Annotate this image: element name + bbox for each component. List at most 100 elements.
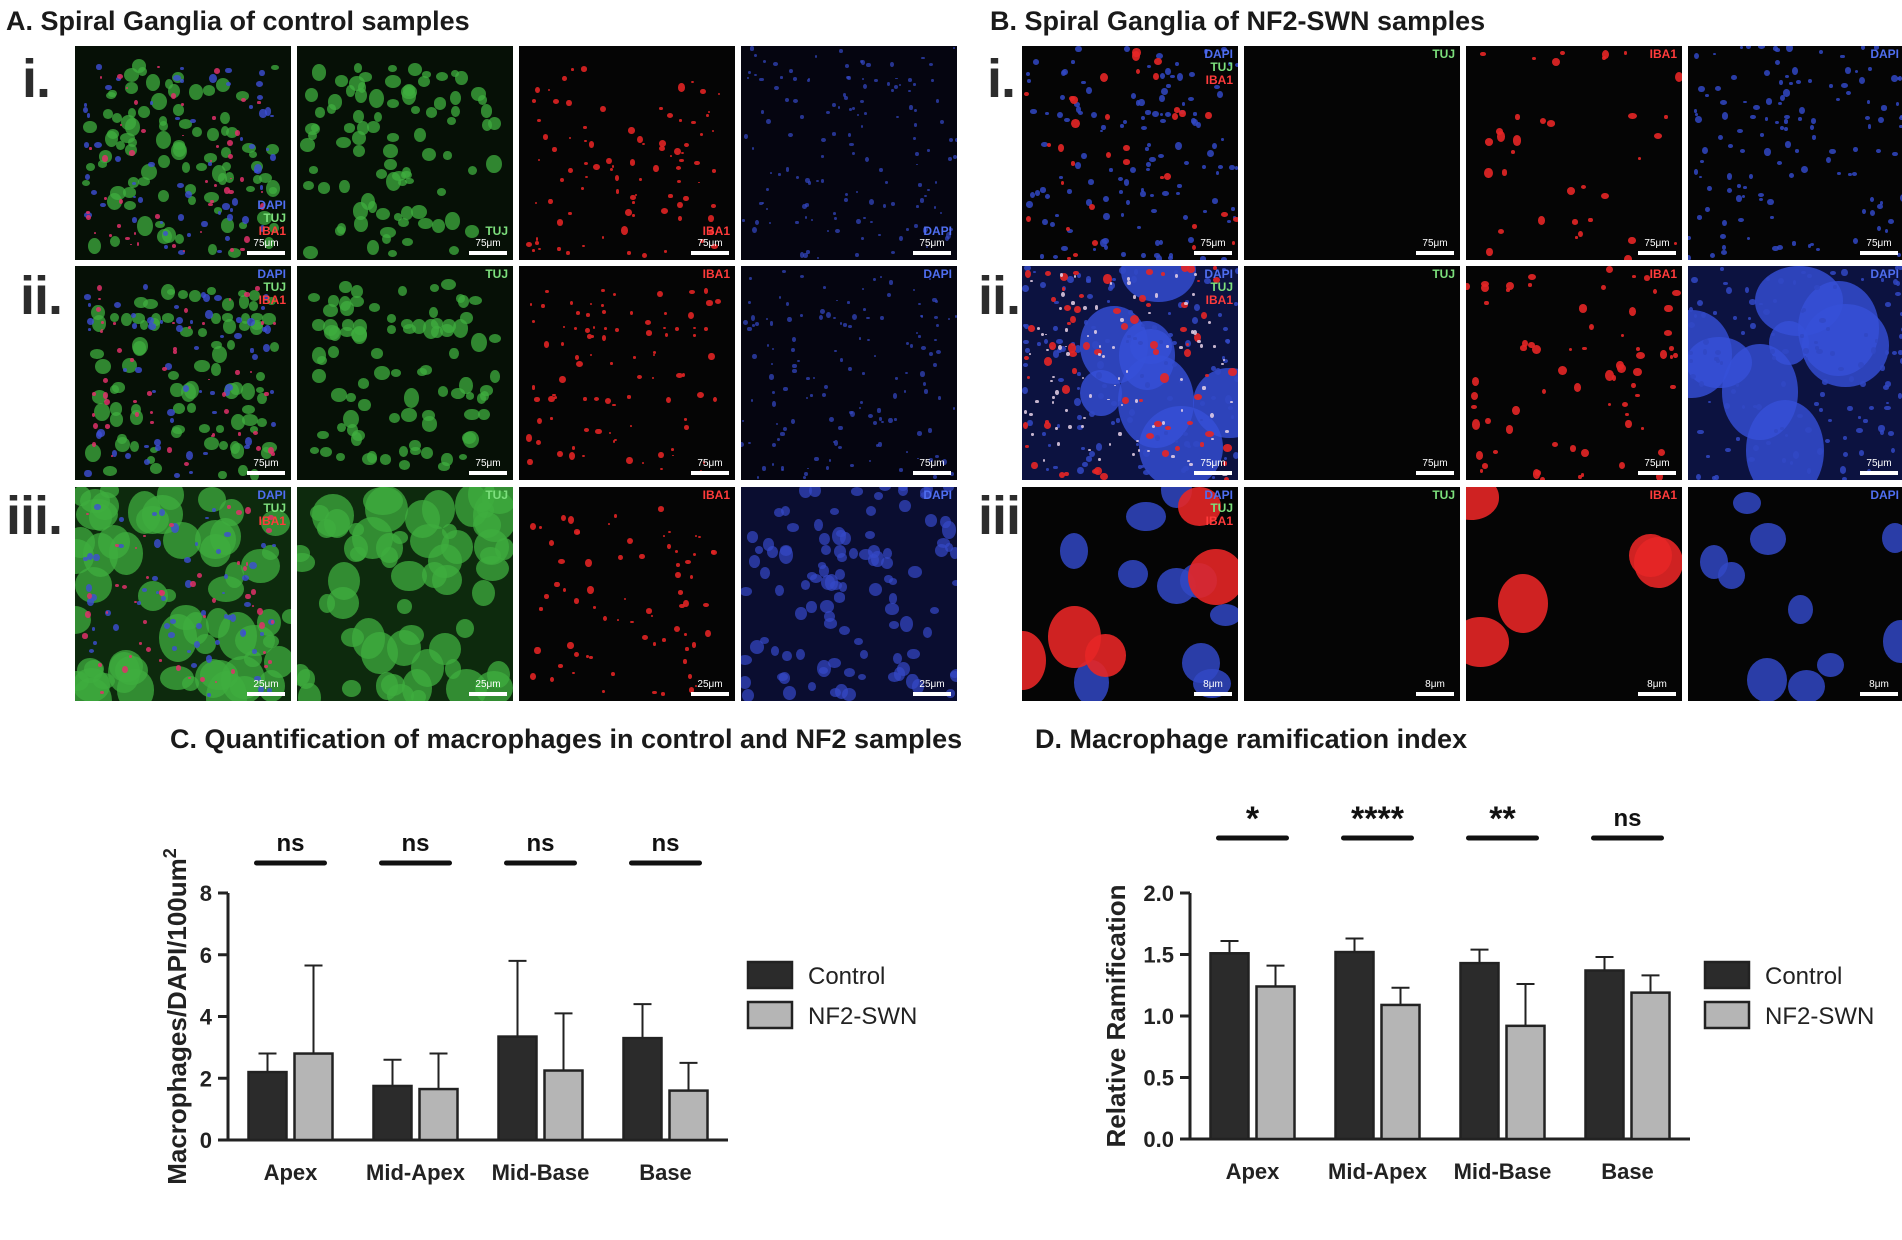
stain-blob <box>1097 353 1102 357</box>
stain-blob <box>1540 118 1547 124</box>
stain-blob <box>704 327 709 331</box>
stain-blob <box>1066 188 1072 194</box>
stain-blob <box>111 449 118 458</box>
stain-blob <box>168 370 179 381</box>
scale-bar: 75μm <box>1638 459 1676 475</box>
stain-blob <box>1222 267 1226 272</box>
stain-blob <box>789 69 794 74</box>
stain-blob <box>336 423 346 433</box>
stain-blob <box>1164 173 1172 180</box>
stain-blob <box>857 673 866 681</box>
stain-blob <box>149 410 153 414</box>
stain-blob <box>1077 425 1084 430</box>
stain-blob <box>778 296 781 299</box>
stain-blob <box>1056 423 1061 429</box>
stain-blob <box>1141 252 1146 259</box>
stain-blob <box>948 157 952 161</box>
channel-label: DAPI TUJ IBA1 <box>1204 489 1233 528</box>
stain-blob <box>866 338 870 342</box>
scale-bar-line <box>1194 471 1232 475</box>
stain-blob <box>807 681 817 692</box>
stain-blob <box>1041 218 1048 226</box>
stain-blob <box>450 388 466 399</box>
stain-blob <box>602 689 606 693</box>
stain-blob <box>110 186 127 200</box>
stain-blob <box>96 64 102 70</box>
stain-blob <box>350 284 364 299</box>
stain-blob <box>344 123 356 133</box>
channel-label: IBA1 <box>703 489 730 502</box>
scale-bar-line <box>1638 251 1676 255</box>
stain-blob <box>907 565 922 578</box>
stain-blob <box>878 442 882 447</box>
stain-blob <box>872 420 878 425</box>
stain-blob <box>607 522 611 526</box>
stain-blob <box>412 318 427 334</box>
stain-blob <box>91 391 96 397</box>
stain-blob <box>1090 111 1098 119</box>
stain-blob <box>1873 46 1880 50</box>
scale-bar: 75μm <box>1860 459 1898 475</box>
stain-blob <box>1789 81 1793 85</box>
stain-blob <box>349 523 364 536</box>
stain-blob <box>311 64 327 81</box>
stain-blob <box>743 134 749 140</box>
stain-blob <box>1088 410 1096 418</box>
stain-blob <box>615 189 620 194</box>
stain-blob <box>830 508 840 515</box>
stain-blob <box>1231 207 1235 211</box>
stain-blob <box>1024 266 1031 271</box>
stain-blob <box>705 630 711 638</box>
stain-blob <box>244 292 250 297</box>
stain-blob <box>894 377 899 381</box>
stain-blob <box>439 323 455 338</box>
scale-bar-text: 75μm <box>1644 238 1670 249</box>
stain-blob <box>167 446 173 453</box>
stain-blob <box>1022 386 1029 394</box>
stain-blob <box>617 618 620 621</box>
stain-blob <box>928 277 932 281</box>
stain-blob <box>777 173 781 176</box>
stain-blob <box>1118 190 1123 195</box>
stain-blob <box>1045 270 1052 276</box>
stain-blob <box>1097 393 1104 400</box>
stain-blob <box>942 521 956 539</box>
stain-blob <box>1607 402 1611 406</box>
stain-blob <box>923 229 928 234</box>
stain-blob <box>1512 405 1520 416</box>
stain-blob <box>260 510 290 537</box>
stain-blob <box>1202 165 1206 170</box>
stain-blob <box>1714 85 1721 91</box>
stain-blob <box>1883 620 1902 663</box>
stain-blob <box>1126 276 1131 281</box>
stain-blob <box>1143 449 1151 457</box>
channel-label: DAPI TUJ IBA1 <box>1204 268 1233 307</box>
stain-blob <box>1155 240 1160 247</box>
stain-blob <box>1140 465 1144 468</box>
stain-blob <box>1164 430 1169 436</box>
stain-blob <box>403 388 419 408</box>
stain-blob <box>945 543 954 552</box>
stain-blob <box>1568 347 1573 352</box>
stain-blob <box>100 202 106 207</box>
stain-blob <box>1693 169 1699 175</box>
stain-blob <box>832 316 836 320</box>
stain-blob <box>859 650 869 660</box>
stain-blob <box>228 189 234 194</box>
stain-blob <box>205 516 209 520</box>
stain-blob <box>852 314 858 321</box>
stain-blob <box>1053 465 1058 470</box>
stain-blob <box>456 293 466 303</box>
stain-blob <box>1758 46 1766 49</box>
stain-blob <box>1222 443 1232 452</box>
stain-blob <box>1178 345 1183 349</box>
stain-blob <box>1809 124 1814 130</box>
stain-blob <box>256 446 262 452</box>
stain-blob <box>391 560 427 592</box>
stain-blob <box>1117 376 1121 380</box>
stain-blob <box>125 118 140 137</box>
stain-blob <box>746 76 750 79</box>
stain-blob <box>327 345 340 359</box>
stain-blob <box>933 339 937 342</box>
stain-blob <box>1175 445 1181 451</box>
